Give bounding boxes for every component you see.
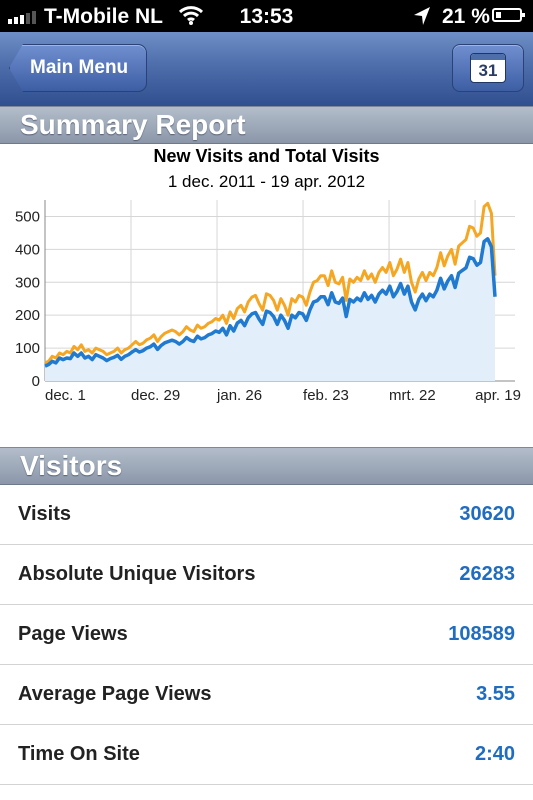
row-value: 2:40 bbox=[474, 743, 515, 765]
x-tick-label: feb. 23 bbox=[303, 387, 349, 404]
location-arrow-icon bbox=[412, 5, 432, 33]
y-tick-label: 500 bbox=[15, 208, 40, 225]
list-item-page-views[interactable]: Page Views 108589 bbox=[0, 605, 533, 665]
list-item-absolute-unique-visitors[interactable]: Absolute Unique Visitors 26283 bbox=[0, 545, 533, 605]
row-label: Average Page Views bbox=[18, 683, 212, 705]
battery-icon bbox=[492, 8, 525, 22]
calendar-icon: 31 bbox=[470, 53, 506, 83]
x-tick-label: jan. 26 bbox=[216, 387, 262, 404]
row-value: 108589 bbox=[448, 623, 515, 645]
summary-report-header: Summary Report bbox=[0, 106, 533, 144]
list-item-average-page-views[interactable]: Average Page Views 3.55 bbox=[0, 665, 533, 725]
navigation-bar: Main Menu 31 bbox=[0, 32, 533, 107]
main-menu-back-button[interactable]: Main Menu bbox=[9, 44, 147, 92]
visitors-header: Visitors bbox=[0, 447, 533, 485]
new-visits-area bbox=[45, 238, 495, 381]
clock-time: 13:53 bbox=[239, 5, 294, 28]
row-value: 3.55 bbox=[476, 683, 515, 705]
x-tick-label: dec. 29 bbox=[131, 387, 180, 404]
row-label: Time On Site bbox=[18, 743, 140, 765]
battery-percentage: 21 % bbox=[442, 5, 490, 28]
visitors-list: Visits 30620 Absolute Unique Visitors 26… bbox=[0, 485, 533, 785]
row-label: Visits bbox=[18, 503, 71, 525]
y-tick-label: 0 bbox=[32, 373, 40, 390]
list-item-time-on-site[interactable]: Time On Site 2:40 bbox=[0, 725, 533, 785]
row-value: 30620 bbox=[459, 503, 515, 525]
status-bar: T-Mobile NL 13:53 21 % bbox=[0, 0, 533, 32]
chart-canvas: 0 100 200 300 400 500 dec. 1 dec. 29 jan. 26 feb.… bbox=[15, 200, 521, 404]
y-tick-label: 300 bbox=[15, 274, 40, 291]
total-visits-line bbox=[44, 201, 497, 365]
row-label: Absolute Unique Visitors bbox=[18, 563, 256, 585]
row-label: Page Views bbox=[18, 623, 128, 645]
x-tick-label: mrt. 22 bbox=[389, 387, 436, 404]
signal-strength-icon bbox=[8, 10, 36, 24]
y-tick-label: 400 bbox=[15, 241, 40, 258]
y-tick-label: 200 bbox=[15, 307, 40, 324]
x-tick-label: dec. 1 bbox=[45, 387, 86, 404]
chart-subtitle: 1 dec. 2011 - 19 apr. 2012 bbox=[167, 172, 366, 191]
new-visits-line bbox=[44, 237, 497, 368]
y-tick-label: 100 bbox=[15, 340, 40, 357]
visits-chart: New Visits and Total Visits 1 dec. 2011 … bbox=[0, 145, 533, 445]
wifi-icon bbox=[178, 4, 204, 32]
x-tick-label: apr. 19 bbox=[475, 387, 521, 404]
carrier-name: T-Mobile NL bbox=[44, 5, 163, 28]
calendar-button[interactable]: 31 bbox=[452, 44, 524, 92]
chart-title: New Visits and Total Visits bbox=[153, 146, 380, 166]
row-value: 26283 bbox=[459, 563, 515, 585]
list-item-visits[interactable]: Visits 30620 bbox=[0, 485, 533, 545]
